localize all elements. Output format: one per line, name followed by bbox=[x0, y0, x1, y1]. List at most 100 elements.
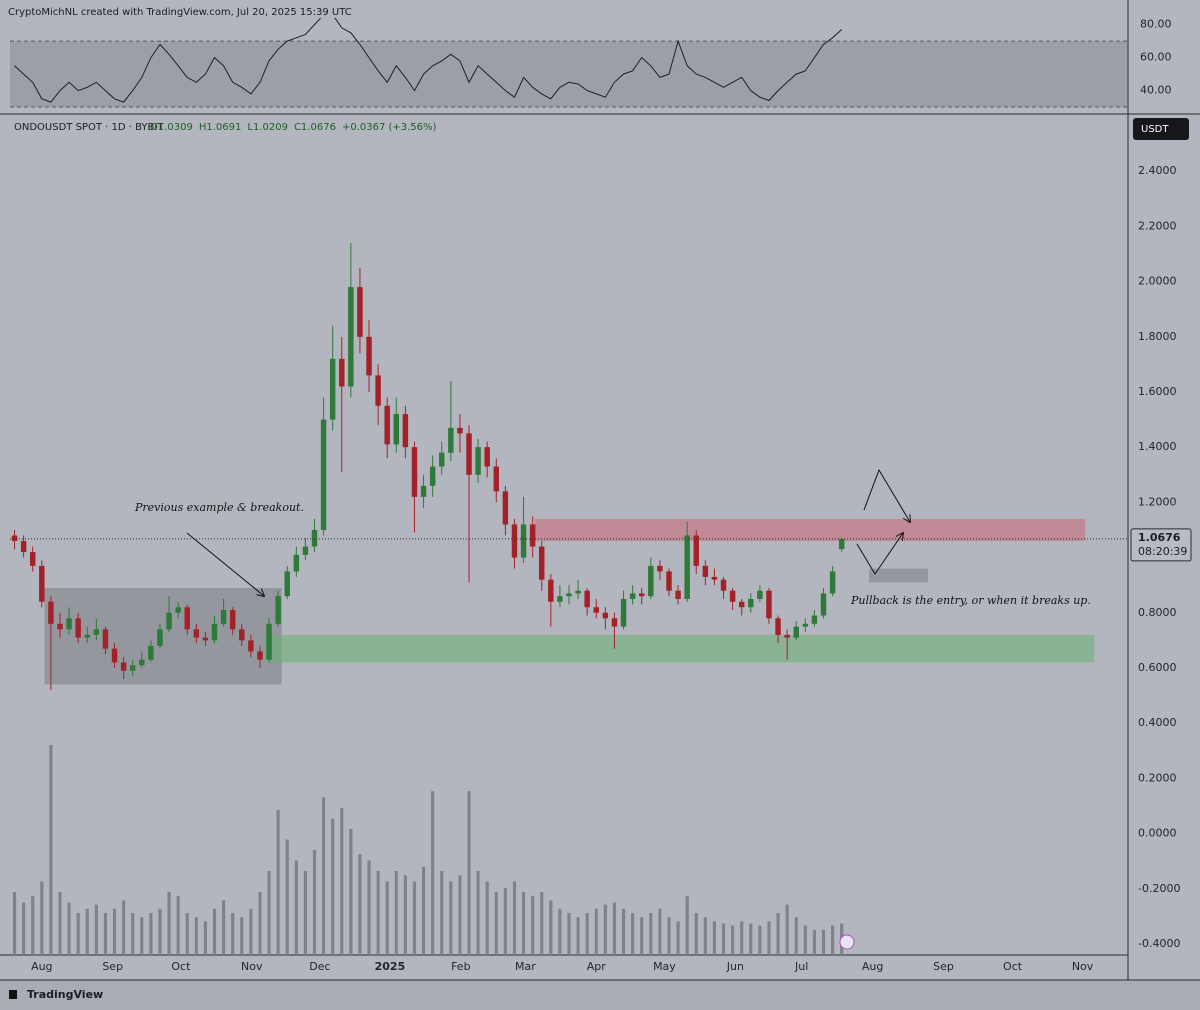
candle-body bbox=[93, 629, 100, 635]
volume-bar bbox=[58, 892, 62, 955]
candle-body bbox=[75, 618, 81, 638]
x-tick-label: Nov bbox=[1072, 960, 1094, 973]
volume-bar bbox=[503, 887, 507, 955]
volume-bar bbox=[158, 908, 162, 955]
volume-bar bbox=[821, 929, 826, 955]
volume-bar bbox=[321, 797, 326, 955]
volume-bar bbox=[721, 923, 726, 955]
candle-body bbox=[720, 579, 727, 591]
candle-body bbox=[702, 565, 709, 577]
volume-bar bbox=[276, 810, 280, 955]
volume-bar bbox=[767, 921, 771, 955]
rsi-tick-label: 80.00 bbox=[1140, 18, 1172, 31]
volume-bar bbox=[358, 854, 362, 955]
annotation: Pullback is the entry, or when it breaks… bbox=[850, 594, 1091, 607]
candle-body bbox=[838, 538, 845, 550]
volume-bar bbox=[694, 913, 698, 955]
candle-body bbox=[48, 601, 54, 624]
candle-body bbox=[475, 447, 481, 475]
rsi-band bbox=[10, 41, 1128, 108]
volume-bar bbox=[521, 892, 526, 955]
volume-bar bbox=[440, 871, 444, 955]
volume-bar bbox=[649, 913, 653, 955]
volume-bar bbox=[494, 892, 498, 955]
candle-body bbox=[466, 433, 472, 475]
volume-bar bbox=[312, 850, 317, 955]
volume-bar bbox=[176, 896, 180, 955]
volume-bar bbox=[685, 896, 689, 955]
volume-bar bbox=[31, 896, 35, 955]
candle-body bbox=[166, 612, 172, 630]
candle-body bbox=[139, 659, 145, 666]
volume-bar bbox=[485, 881, 489, 955]
x-tick-label: Feb bbox=[451, 960, 470, 973]
candle-body bbox=[293, 554, 300, 572]
volume-bar bbox=[240, 917, 244, 955]
y-tick-label: 0.0000 bbox=[1138, 827, 1177, 840]
last-price-label: 1.0676 bbox=[1138, 531, 1181, 544]
y-tick-label: 1.8000 bbox=[1138, 330, 1177, 343]
candle-body bbox=[566, 593, 572, 597]
candle-body bbox=[448, 427, 454, 453]
candle-body bbox=[339, 358, 345, 387]
volume-bar bbox=[185, 913, 189, 955]
candle-body bbox=[220, 610, 227, 624]
candle-body bbox=[575, 590, 581, 594]
candle-body bbox=[111, 648, 118, 663]
candle-body bbox=[675, 590, 681, 599]
candle-body bbox=[539, 546, 545, 580]
candle-body bbox=[793, 626, 799, 638]
candle-body bbox=[738, 601, 745, 608]
candle-body bbox=[284, 571, 290, 597]
candle-body bbox=[811, 615, 818, 624]
rsi-tick-label: 60.00 bbox=[1140, 51, 1172, 64]
candle-body bbox=[693, 535, 699, 566]
candle-body bbox=[357, 287, 363, 337]
x-tick-label: Oct bbox=[1003, 960, 1023, 973]
volume-bar bbox=[794, 917, 798, 955]
y-tick-label: 0.6000 bbox=[1138, 661, 1177, 674]
candle-body bbox=[302, 546, 309, 555]
countdown: 08:20:39 bbox=[1138, 545, 1187, 558]
x-tick-label: May bbox=[653, 960, 676, 973]
candle-body bbox=[520, 524, 527, 558]
volume-bar bbox=[712, 921, 717, 955]
candle-body bbox=[266, 623, 272, 660]
candle-body bbox=[620, 598, 627, 627]
candle-body bbox=[384, 405, 390, 445]
volume-bar bbox=[803, 925, 807, 955]
volume-bar bbox=[385, 881, 389, 955]
volume-bar bbox=[531, 896, 535, 955]
candle-body bbox=[439, 452, 445, 467]
volume-bar bbox=[731, 925, 735, 955]
x-tick-label: Aug bbox=[862, 960, 883, 973]
x-tick-label: Jun bbox=[726, 960, 744, 973]
y-tick-label: 1.2000 bbox=[1138, 495, 1177, 508]
volume-bar bbox=[212, 908, 217, 955]
ohlc-value: +0.0367 (+3.56%) bbox=[342, 122, 437, 133]
annotation: Previous example & breakout. bbox=[134, 501, 304, 514]
candle-body bbox=[829, 571, 836, 594]
volume-bar bbox=[167, 892, 171, 955]
alert-icon[interactable] bbox=[839, 934, 855, 950]
zone bbox=[868, 568, 929, 583]
volume-bar bbox=[331, 818, 335, 955]
volume-bar bbox=[603, 904, 607, 955]
candle-body bbox=[366, 336, 372, 376]
volume-bar bbox=[12, 892, 17, 955]
volume-bar bbox=[149, 913, 153, 955]
y-tick-label: 2.4000 bbox=[1138, 164, 1177, 177]
volume-bar bbox=[567, 913, 571, 955]
candle-body bbox=[193, 629, 200, 638]
volume-bar bbox=[658, 908, 662, 955]
volume-bar bbox=[231, 913, 235, 955]
last-price-tag bbox=[1130, 528, 1192, 562]
volume-bar bbox=[740, 921, 744, 955]
volume-bar bbox=[476, 871, 480, 955]
candle-body bbox=[584, 590, 590, 608]
candle-body bbox=[429, 466, 436, 486]
candle-body bbox=[29, 552, 36, 566]
y-tick-label: 2.0000 bbox=[1138, 275, 1177, 288]
candle-body bbox=[493, 466, 500, 492]
y-tick-label: 2.2000 bbox=[1138, 219, 1177, 232]
